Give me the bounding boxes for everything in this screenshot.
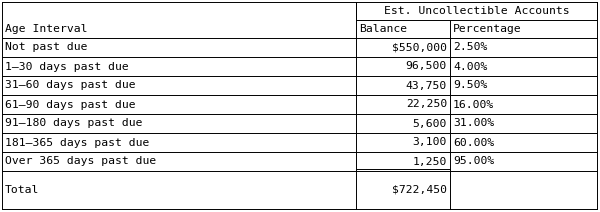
Text: Balance: Balance xyxy=(359,24,407,34)
Text: 5,600: 5,600 xyxy=(413,119,447,128)
Text: 9.50%: 9.50% xyxy=(453,81,487,91)
Text: Est. Uncollectible Accounts: Est. Uncollectible Accounts xyxy=(383,6,569,16)
Text: 16.00%: 16.00% xyxy=(453,99,494,110)
Text: Percentage: Percentage xyxy=(453,24,522,34)
Text: 43,750: 43,750 xyxy=(406,81,447,91)
Text: 22,250: 22,250 xyxy=(406,99,447,110)
Text: $722,450: $722,450 xyxy=(392,185,447,195)
Text: 95.00%: 95.00% xyxy=(453,156,494,166)
Text: 61–90 days past due: 61–90 days past due xyxy=(5,99,136,110)
Text: 91–180 days past due: 91–180 days past due xyxy=(5,119,143,128)
Text: 31–60 days past due: 31–60 days past due xyxy=(5,81,136,91)
Text: 60.00%: 60.00% xyxy=(453,138,494,148)
Text: 1,250: 1,250 xyxy=(413,156,447,166)
Text: 2.50%: 2.50% xyxy=(453,42,487,53)
Text: Total: Total xyxy=(5,185,40,195)
Text: Age Interval: Age Interval xyxy=(5,24,88,34)
Text: 96,500: 96,500 xyxy=(406,61,447,71)
Text: Over 365 days past due: Over 365 days past due xyxy=(5,156,156,166)
Text: 1–30 days past due: 1–30 days past due xyxy=(5,61,129,71)
Text: 181–365 days past due: 181–365 days past due xyxy=(5,138,149,148)
Text: 4.00%: 4.00% xyxy=(453,61,487,71)
Text: 3,100: 3,100 xyxy=(413,138,447,148)
Text: Not past due: Not past due xyxy=(5,42,88,53)
Text: 31.00%: 31.00% xyxy=(453,119,494,128)
Text: $550,000: $550,000 xyxy=(392,42,447,53)
